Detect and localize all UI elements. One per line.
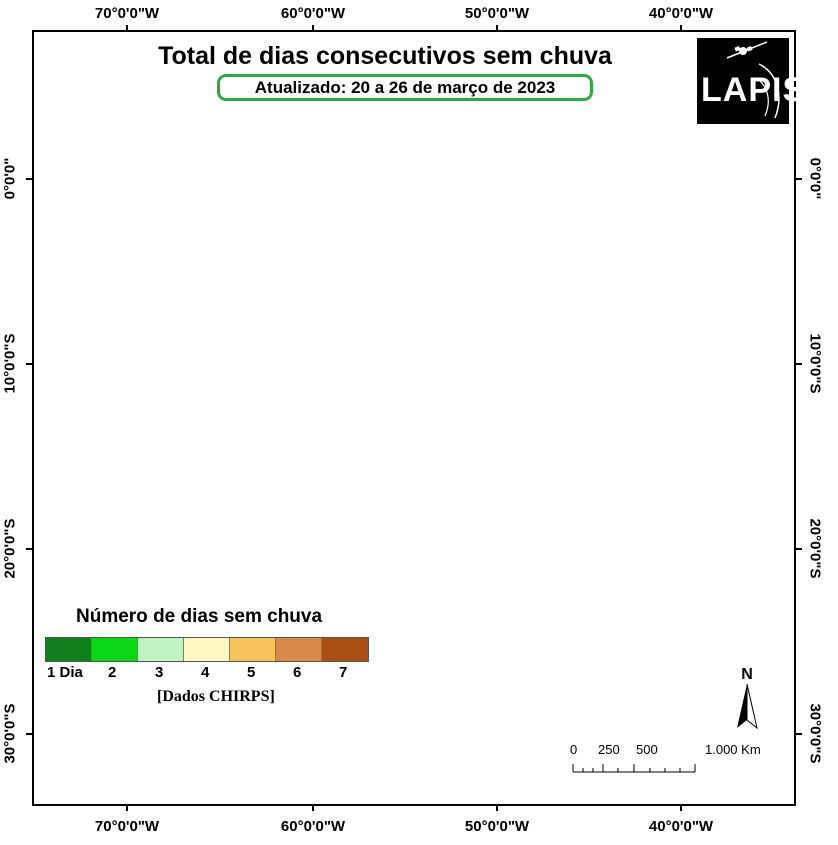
frame-tick: [680, 805, 682, 811]
lat-label-left: 20°0'0"S: [1, 518, 19, 579]
scale-label: 500: [636, 742, 658, 757]
frame-tick: [496, 25, 498, 31]
logo-text: LAPIS: [701, 71, 807, 109]
legend-label: 7: [339, 664, 348, 681]
lon-label-top: 40°0'0"W: [648, 5, 714, 22]
legend-swatch: [46, 638, 92, 661]
legend-labels: 1 Dia 2 3 4 5 6 7: [45, 664, 367, 684]
legend-label: 1 Dia: [47, 664, 83, 681]
lon-label-bottom: 40°0'0"W: [648, 818, 714, 835]
frame-tick: [26, 363, 32, 365]
data-source: [Dados CHIRPS]: [157, 688, 275, 705]
lapis-logo: LAPIS: [697, 38, 805, 124]
legend-swatch: [92, 638, 138, 661]
scale-bar: 0 250 500 1.000 Km: [570, 742, 770, 782]
legend-title: Número de dias sem chuva: [76, 606, 323, 627]
legend-label: 6: [293, 664, 302, 681]
update-date-badge: Atualizado: 20 a 26 de março de 2023: [217, 74, 593, 101]
map-title: Total de dias consecutivos sem chuva: [158, 42, 612, 70]
frame-tick: [312, 25, 314, 31]
lat-label-left: 10°0'0"S: [1, 333, 19, 394]
legend-label: 3: [155, 664, 164, 681]
lon-label-top: 70°0'0"W: [94, 5, 160, 22]
lat-label-right: 10°0'0"S: [806, 333, 824, 394]
scale-ruler: [572, 764, 696, 773]
legend-label: 4: [201, 664, 210, 681]
frame-tick: [496, 805, 498, 811]
legend-label: 2: [108, 664, 117, 681]
frame-tick: [26, 548, 32, 550]
lon-label-bottom: 70°0'0"W: [94, 818, 160, 835]
frame-tick: [126, 805, 128, 811]
satellite-icon: [726, 41, 780, 119]
frame-tick: [680, 25, 682, 31]
lat-label-right: 30°0'0"S: [806, 703, 824, 764]
scale-label: 250: [598, 742, 620, 757]
lat-label-right: 0°0'0": [806, 157, 824, 200]
frame-tick: [26, 733, 32, 735]
lat-label-right: 20°0'0"S: [806, 518, 824, 579]
frame-tick: [796, 363, 802, 365]
frame-tick: [126, 25, 128, 31]
lon-label-top: 60°0'0"W: [280, 5, 346, 22]
update-date-text: Atualizado: 20 a 26 de março de 2023: [254, 77, 556, 97]
legend-swatch: [276, 638, 322, 661]
lon-label-bottom: 60°0'0"W: [280, 818, 346, 835]
legend-color-bar: [45, 637, 369, 662]
scale-label: 0: [570, 742, 578, 757]
frame-tick: [796, 548, 802, 550]
lat-label-left: 0°0'0": [1, 157, 19, 200]
lon-label-top: 50°0'0"W: [464, 5, 530, 22]
north-label: N: [741, 666, 753, 683]
frame-tick: [26, 178, 32, 180]
scale-label: 1.000 Km: [705, 742, 761, 757]
lat-label-left: 30°0'0"S: [1, 703, 19, 764]
lon-label-bottom: 50°0'0"W: [464, 818, 530, 835]
frame-tick: [796, 178, 802, 180]
north-arrow-icon: [737, 684, 758, 730]
map-frame: [32, 30, 796, 806]
legend-label: 5: [247, 664, 256, 681]
legend-swatch: [230, 638, 276, 661]
legend-swatch: [322, 638, 368, 661]
legend-swatch: [184, 638, 230, 661]
legend-swatch: [138, 638, 184, 661]
north-arrow: N: [735, 666, 759, 736]
frame-tick: [796, 733, 802, 735]
frame-tick: [312, 805, 314, 811]
